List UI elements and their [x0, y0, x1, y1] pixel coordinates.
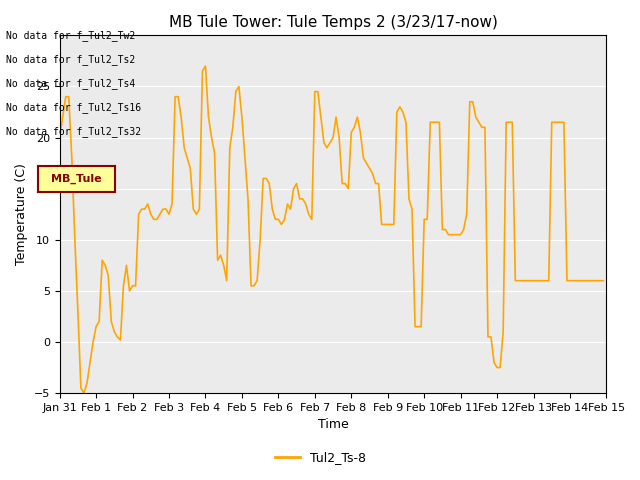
Tul2_Ts-8	[545, 278, 552, 284]
Tul2_Ts-8	[588, 278, 595, 284]
Y-axis label: Temperature (C): Temperature (C)	[15, 163, 28, 265]
Text: No data for f_Tul2_Tw2: No data for f_Tul2_Tw2	[6, 30, 136, 41]
Text: No data for f_Tul2_Ts32: No data for f_Tul2_Ts32	[6, 126, 141, 137]
Legend: Tul2_Ts-8: Tul2_Ts-8	[269, 446, 371, 469]
Text: No data for f_Tul2_Ts2: No data for f_Tul2_Ts2	[6, 54, 136, 65]
Tul2_Ts-8	[80, 390, 88, 396]
Tul2_Ts-8	[65, 94, 72, 99]
Text: MB_Tule: MB_Tule	[51, 174, 102, 184]
Tul2_Ts-8	[123, 263, 131, 268]
Text: No data for f_Tul2_Ts4: No data for f_Tul2_Ts4	[6, 78, 136, 89]
X-axis label: Time: Time	[317, 419, 348, 432]
Text: No data for f_Tul2_Ts16: No data for f_Tul2_Ts16	[6, 102, 141, 113]
Tul2_Ts-8	[202, 63, 209, 69]
Tul2_Ts-8	[268, 206, 276, 212]
Title: MB Tule Tower: Tule Temps 2 (3/23/17-now): MB Tule Tower: Tule Temps 2 (3/23/17-now…	[168, 15, 497, 30]
Line: Tul2_Ts-8: Tul2_Ts-8	[60, 66, 604, 393]
Tul2_Ts-8	[172, 94, 179, 99]
Tul2_Ts-8	[600, 278, 607, 284]
Tul2_Ts-8	[56, 135, 63, 141]
